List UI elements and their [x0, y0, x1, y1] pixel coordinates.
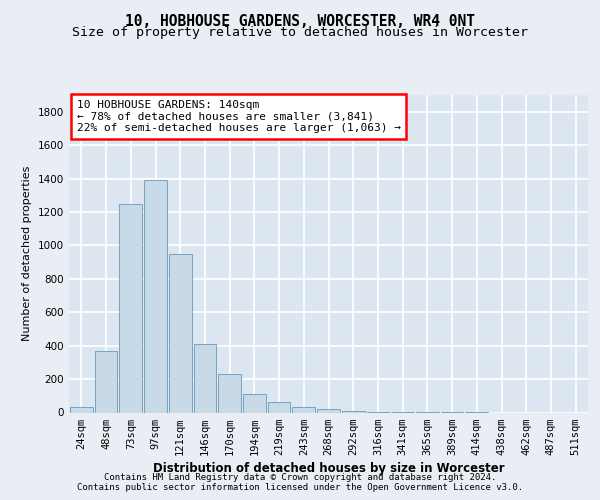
Y-axis label: Number of detached properties: Number of detached properties [22, 166, 32, 342]
Text: Contains HM Land Registry data © Crown copyright and database right 2024.: Contains HM Land Registry data © Crown c… [104, 472, 496, 482]
Bar [194, 344, 216, 412]
Bar [243, 394, 266, 412]
Bar [292, 406, 315, 412]
Bar [95, 350, 118, 412]
Text: Contains public sector information licensed under the Open Government Licence v3: Contains public sector information licen… [77, 484, 523, 492]
Bar [218, 374, 241, 412]
Bar [342, 411, 365, 412]
Text: 10 HOBHOUSE GARDENS: 140sqm
← 78% of detached houses are smaller (3,841)
22% of : 10 HOBHOUSE GARDENS: 140sqm ← 78% of det… [77, 100, 401, 133]
Bar [169, 254, 191, 412]
Bar [317, 409, 340, 412]
Bar [70, 408, 93, 412]
Bar [268, 402, 290, 412]
X-axis label: Distribution of detached houses by size in Worcester: Distribution of detached houses by size … [152, 462, 505, 475]
Bar [144, 180, 167, 412]
Text: 10, HOBHOUSE GARDENS, WORCESTER, WR4 0NT: 10, HOBHOUSE GARDENS, WORCESTER, WR4 0NT [125, 14, 475, 29]
Text: Size of property relative to detached houses in Worcester: Size of property relative to detached ho… [72, 26, 528, 39]
Bar [119, 204, 142, 412]
